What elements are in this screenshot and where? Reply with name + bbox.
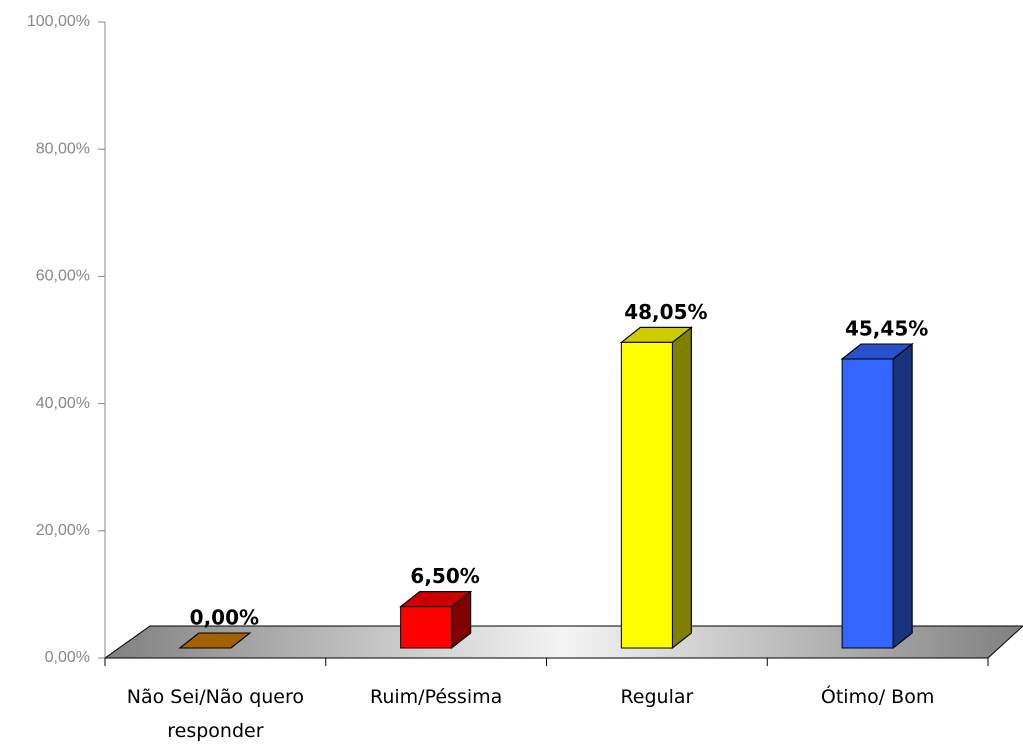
bar-face (620, 341, 673, 649)
y-tick-label: 80,00% (36, 140, 90, 157)
x-tick-label: Regular (620, 686, 694, 708)
y-tick-label: 0,00% (45, 649, 90, 666)
y-tick-label: 40,00% (36, 395, 90, 412)
value-label: 6,50% (410, 564, 479, 588)
bar (619, 326, 693, 650)
value-label: 48,05% (624, 300, 707, 324)
bar (399, 590, 473, 650)
x-tick-label: Ótimo/ Bom (820, 686, 935, 708)
bar (840, 342, 914, 650)
bar-face (841, 358, 894, 649)
y-tick-label: 100,00% (27, 13, 90, 30)
bar-face (621, 327, 692, 343)
bar-face (179, 633, 250, 648)
bar-face (400, 591, 471, 607)
bar-face (842, 343, 913, 359)
value-label: 0,00% (190, 606, 259, 630)
y-tick-label: 20,00% (36, 522, 90, 539)
bar-face (178, 632, 252, 649)
bar-face (893, 343, 913, 648)
bar-face (451, 591, 471, 648)
bar-face (672, 327, 692, 648)
x-tick-label: Não Sei/Não quero responder (126, 686, 305, 742)
bar-face (400, 606, 453, 649)
value-label: 45,45% (845, 316, 928, 340)
x-tick-label: Ruim/Péssima (369, 686, 503, 708)
y-tick-label: 60,00% (36, 268, 90, 285)
bar (178, 632, 252, 649)
